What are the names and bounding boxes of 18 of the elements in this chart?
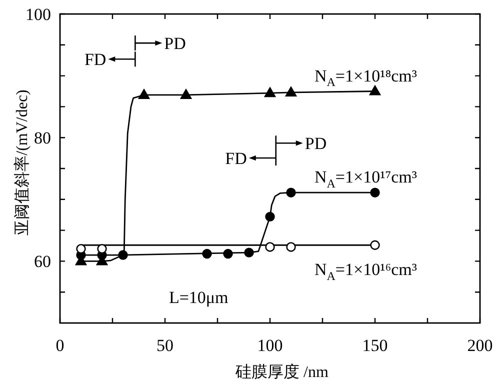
series-label: N$_{A}$=1×10¹⁶cm³ bbox=[314, 260, 417, 283]
x-axis-title: 硅膜厚度 /nm bbox=[236, 364, 328, 381]
annotation: PD bbox=[164, 34, 186, 54]
y-tick-label: 80 bbox=[34, 128, 51, 148]
series-label: N$_{A}$=1×10¹⁷cm³ bbox=[314, 168, 417, 190]
annotation: FD bbox=[84, 50, 106, 70]
annotation: PD bbox=[304, 134, 327, 154]
y-tick-label: 60 bbox=[34, 252, 51, 272]
series-label: N$_{A}$=1×10¹⁸cm³ bbox=[314, 66, 417, 89]
x-tick-label: 0 bbox=[56, 336, 64, 355]
x-tick-label: 200 bbox=[467, 336, 493, 355]
y-axis-title: 亚阈值斜率/(mV/dec) bbox=[14, 90, 31, 236]
x-tick-label: 100 bbox=[257, 336, 283, 355]
y-tick-label: 100 bbox=[26, 5, 51, 24]
annotation: FD bbox=[225, 149, 247, 168]
x-tick-label: 150 bbox=[362, 336, 388, 355]
x-tick-label: 50 bbox=[156, 336, 174, 355]
annotation: L=10μm bbox=[168, 288, 228, 308]
